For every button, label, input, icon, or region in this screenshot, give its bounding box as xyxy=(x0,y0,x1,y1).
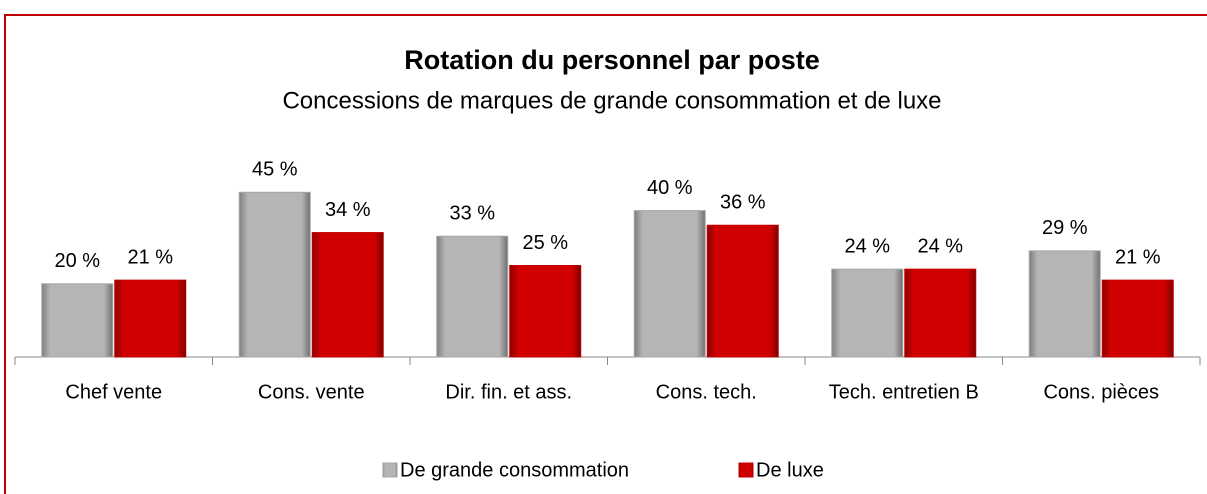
bar xyxy=(706,224,779,358)
x-tick-label: Cons. tech. xyxy=(656,381,757,403)
bar xyxy=(238,191,311,358)
data-label: 21 % xyxy=(1115,246,1161,268)
chart-subtitle: Concessions de marques de grande consomm… xyxy=(282,87,941,114)
bar xyxy=(509,265,582,358)
data-label: 21 % xyxy=(127,246,173,268)
bar xyxy=(436,235,509,358)
x-tick-label: Dir. fin. et ass. xyxy=(445,381,572,403)
data-label: 24 % xyxy=(917,235,963,257)
data-label: 36 % xyxy=(720,192,766,214)
bar xyxy=(1101,279,1174,358)
data-label: 24 % xyxy=(844,235,890,257)
data-label: 45 % xyxy=(252,159,298,181)
bar xyxy=(41,283,114,358)
bar xyxy=(831,268,904,358)
bar xyxy=(1028,250,1101,358)
x-tick-label: Cons. pièces xyxy=(1043,381,1159,403)
data-label: 25 % xyxy=(522,232,568,254)
legend-swatch xyxy=(738,462,754,478)
x-tick-label: Chef vente xyxy=(65,381,162,403)
data-label: 40 % xyxy=(647,177,693,199)
data-label: 33 % xyxy=(449,203,495,225)
data-label: 20 % xyxy=(54,250,100,272)
bar xyxy=(114,279,187,358)
x-tick-label: Cons. vente xyxy=(258,381,365,403)
chart-border xyxy=(4,14,1207,494)
x-tick-label: Tech. entretien B xyxy=(829,381,979,403)
legend-label: De luxe xyxy=(756,459,824,481)
legend-label: De grande consommation xyxy=(400,459,629,481)
data-label: 34 % xyxy=(325,199,371,221)
bar xyxy=(633,210,706,358)
bar xyxy=(311,232,384,358)
bar xyxy=(904,268,977,358)
legend-swatch xyxy=(382,462,398,478)
data-label: 29 % xyxy=(1042,217,1088,239)
chart-title: Rotation du personnel par poste xyxy=(404,45,820,75)
